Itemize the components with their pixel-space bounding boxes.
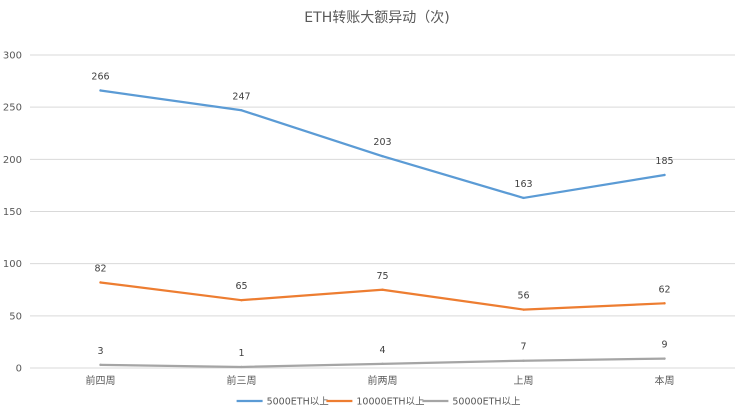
series-line-1: [99, 281, 666, 311]
data-label: 185: [655, 156, 673, 167]
data-label: 62: [658, 284, 670, 295]
y-tick-label: 150: [3, 207, 22, 218]
data-label: 75: [376, 271, 388, 282]
data-label: 163: [514, 179, 532, 190]
y-tick-label: 0: [16, 364, 22, 375]
y-tick-label: 50: [9, 311, 22, 322]
data-point: [99, 89, 102, 92]
data-labels: 266 247 203 163 185 82 65 75 56 62 3 1 4 7 9: [91, 71, 673, 358]
data-point: [381, 362, 384, 366]
x-tick-label: 上周: [514, 375, 534, 387]
y-axis-tick-labels: 0 50 100 150 200 250 300: [3, 51, 22, 375]
series-lines: [99, 89, 666, 369]
data-point: [522, 359, 525, 362]
data-point: [240, 109, 243, 112]
data-point: [99, 281, 102, 284]
data-label: 65: [235, 281, 247, 292]
data-label: 203: [373, 137, 391, 148]
data-label: 82: [94, 263, 106, 274]
x-tick-label: 前三周: [227, 374, 257, 387]
data-point: [381, 155, 384, 158]
data-point: [240, 365, 243, 369]
legend-label: 5000ETH以上: [267, 397, 330, 408]
y-tick-label: 200: [3, 155, 22, 166]
legend: 5000ETH以上 10000ETH以上 50000ETH以上: [236, 397, 521, 408]
data-point: [240, 298, 243, 302]
x-axis-tick-labels: 前四周 前三周 前两周 上周 本周: [86, 374, 675, 387]
data-point: [381, 288, 384, 291]
data-label: 1: [238, 348, 244, 359]
data-point: [522, 196, 525, 200]
data-label: 247: [232, 91, 250, 102]
legend-label: 50000ETH以上: [452, 397, 521, 408]
y-tick-label: 250: [3, 103, 22, 114]
data-label: 3: [97, 346, 103, 357]
gridlines: [30, 54, 735, 369]
y-tick-label: 100: [3, 259, 22, 270]
data-label: 266: [91, 71, 109, 82]
data-point: [663, 357, 666, 360]
data-label: 9: [661, 340, 667, 351]
x-tick-label: 本周: [655, 374, 675, 387]
data-point: [522, 308, 525, 311]
legend-label: 10000ETH以上: [356, 397, 425, 408]
chart-title: ETH转账大额异动（次): [304, 10, 449, 26]
data-point: [663, 173, 666, 177]
data-point: [663, 302, 666, 305]
data-label: 56: [517, 291, 529, 302]
data-label: 4: [379, 345, 385, 356]
y-tick-label: 300: [3, 51, 22, 62]
data-label: 7: [520, 342, 526, 353]
x-tick-label: 前两周: [368, 374, 398, 387]
x-tick-label: 前四周: [86, 374, 116, 387]
data-point: [99, 363, 102, 367]
